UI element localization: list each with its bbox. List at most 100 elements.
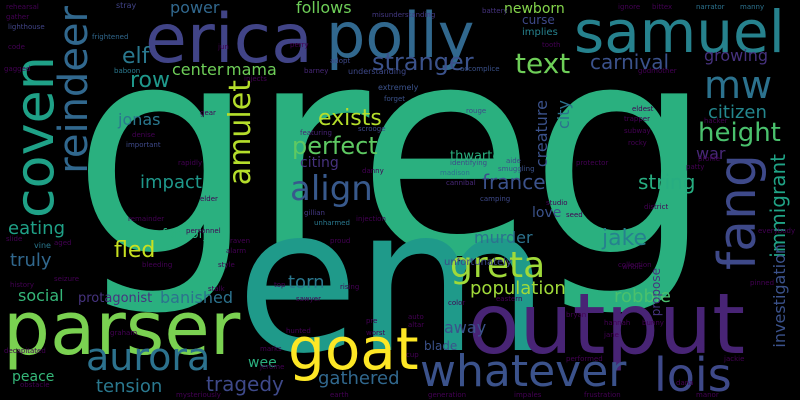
word: danny: [362, 167, 384, 175]
word: hacker: [704, 117, 728, 125]
word: tension: [96, 376, 163, 397]
word: barney: [304, 67, 329, 75]
word: baboon: [114, 67, 141, 75]
word: height: [698, 118, 781, 148]
word: tragedy: [206, 372, 284, 396]
word: text: [515, 47, 571, 80]
word: hannah: [604, 319, 631, 327]
word: jackie: [724, 355, 745, 363]
word: ignore: [618, 3, 641, 11]
word: stray: [116, 1, 137, 10]
word: important: [126, 141, 161, 149]
word: trapper: [624, 115, 650, 123]
word: amulet: [223, 80, 258, 186]
word: rocky: [628, 139, 647, 147]
word: madison: [440, 169, 470, 177]
word: gillian: [304, 209, 325, 217]
word: cannibal: [446, 179, 476, 187]
word: misunderstanding: [372, 11, 436, 19]
word: truly: [10, 250, 52, 271]
word: fang: [708, 154, 768, 271]
word: pinned: [750, 279, 775, 287]
word: elder: [200, 195, 218, 203]
word: performed: [566, 355, 603, 363]
word: identifying: [450, 159, 488, 167]
word: frustration: [584, 391, 621, 399]
word: jun: [218, 43, 229, 51]
word: stranger: [372, 48, 474, 76]
word: profile: [698, 155, 721, 163]
word: accomplice: [460, 65, 500, 73]
word: generation: [428, 391, 467, 399]
word: gagged: [4, 65, 31, 73]
word: forget: [384, 95, 405, 103]
word: camping: [480, 195, 511, 203]
word: eldest: [632, 105, 654, 113]
word: aurora: [86, 335, 211, 379]
word: erica: [145, 0, 313, 79]
word: remainder: [128, 215, 165, 223]
word: blade: [424, 339, 458, 353]
word: rouge: [466, 107, 487, 115]
word: mw: [704, 63, 773, 107]
word: graham: [110, 329, 138, 337]
word: stalk: [208, 285, 225, 293]
word: love: [532, 205, 562, 221]
word: mama: [226, 60, 277, 79]
word: jane: [604, 331, 619, 339]
word: top: [274, 281, 286, 289]
word: mysteriously: [176, 391, 221, 399]
word: whatever: [420, 346, 627, 397]
word: auto: [408, 313, 424, 321]
word: france: [482, 170, 546, 194]
word: everybody: [758, 227, 796, 235]
word: peace: [12, 369, 55, 385]
word: lois: [654, 348, 732, 400]
word: elf: [122, 44, 150, 69]
word: citing: [300, 155, 339, 171]
word: decapitated: [4, 347, 46, 355]
word: align: [290, 169, 373, 209]
word: perfect: [292, 132, 378, 160]
word: banished: [160, 288, 234, 307]
word: raven: [230, 237, 251, 245]
word: samuel: [574, 0, 785, 66]
word: protagonist: [78, 291, 153, 306]
word: curse: [522, 13, 555, 27]
word: manny: [740, 3, 765, 11]
word: reindeer: [51, 6, 97, 174]
word: jonas: [118, 110, 161, 129]
word: growing: [704, 46, 768, 65]
word: impales: [514, 391, 542, 399]
word: personnel: [186, 227, 221, 235]
word: seed: [566, 211, 583, 219]
word: proud: [330, 237, 351, 245]
word: city: [554, 100, 573, 129]
word: featuring: [300, 129, 332, 137]
word: bryan: [566, 311, 587, 319]
word: hunted: [286, 327, 311, 335]
word: style: [218, 261, 235, 269]
word: subway: [624, 127, 651, 135]
word: perry: [290, 41, 309, 49]
word: impact: [140, 172, 202, 193]
word: dana: [676, 379, 694, 387]
word: protector: [576, 159, 609, 167]
word: alarm: [226, 247, 247, 255]
word: scrooge: [358, 125, 386, 133]
word: torn: [288, 272, 325, 293]
word: gathered: [318, 368, 400, 389]
word: godmother: [638, 67, 677, 75]
word: exists: [318, 106, 382, 131]
word: immigrant: [766, 154, 790, 258]
word: eating: [8, 218, 65, 239]
word: polly: [326, 0, 475, 72]
word: jake: [602, 226, 648, 251]
word: injection: [356, 215, 386, 223]
word: newborn: [504, 1, 565, 17]
word: string: [638, 170, 696, 194]
word: pre: [366, 317, 378, 325]
word: robbie: [614, 286, 671, 307]
word: follows: [296, 0, 352, 17]
word: greta: [450, 245, 546, 286]
